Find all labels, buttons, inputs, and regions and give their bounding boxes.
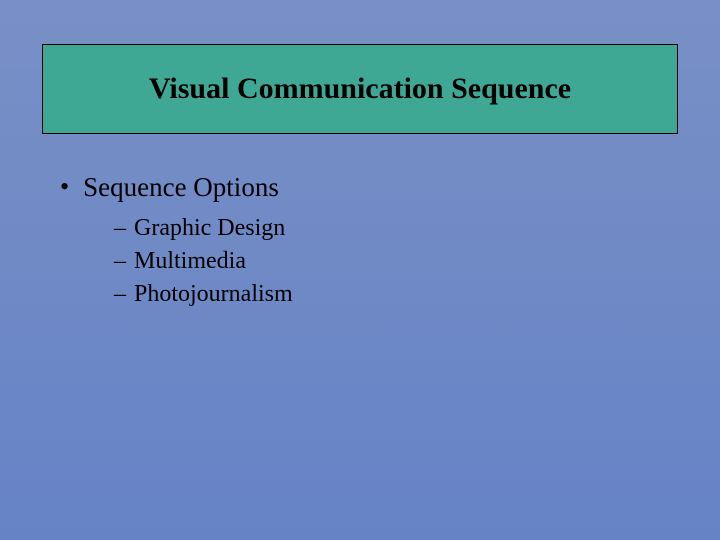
- sub-bullet-label: Photojournalism: [134, 279, 293, 310]
- slide-title: Visual Communication Sequence: [149, 72, 571, 106]
- content-area: • Sequence Options – Graphic Design – Mu…: [60, 170, 660, 313]
- sub-bullet-item: – Graphic Design: [114, 213, 660, 244]
- bullet-item: • Sequence Options: [60, 170, 660, 205]
- sub-bullet-label: Multimedia: [134, 246, 246, 277]
- sub-bullet-item: – Photojournalism: [114, 279, 660, 310]
- slide: Visual Communication Sequence • Sequence…: [0, 0, 720, 540]
- dash-icon: –: [114, 279, 126, 310]
- dash-icon: –: [114, 213, 126, 244]
- bullet-dot-icon: •: [60, 170, 69, 204]
- bullet-label: Sequence Options: [83, 170, 279, 205]
- sub-list: – Graphic Design – Multimedia – Photojou…: [114, 213, 660, 311]
- title-box: Visual Communication Sequence: [42, 44, 678, 134]
- dash-icon: –: [114, 246, 126, 277]
- sub-bullet-item: – Multimedia: [114, 246, 660, 277]
- sub-bullet-label: Graphic Design: [134, 213, 285, 244]
